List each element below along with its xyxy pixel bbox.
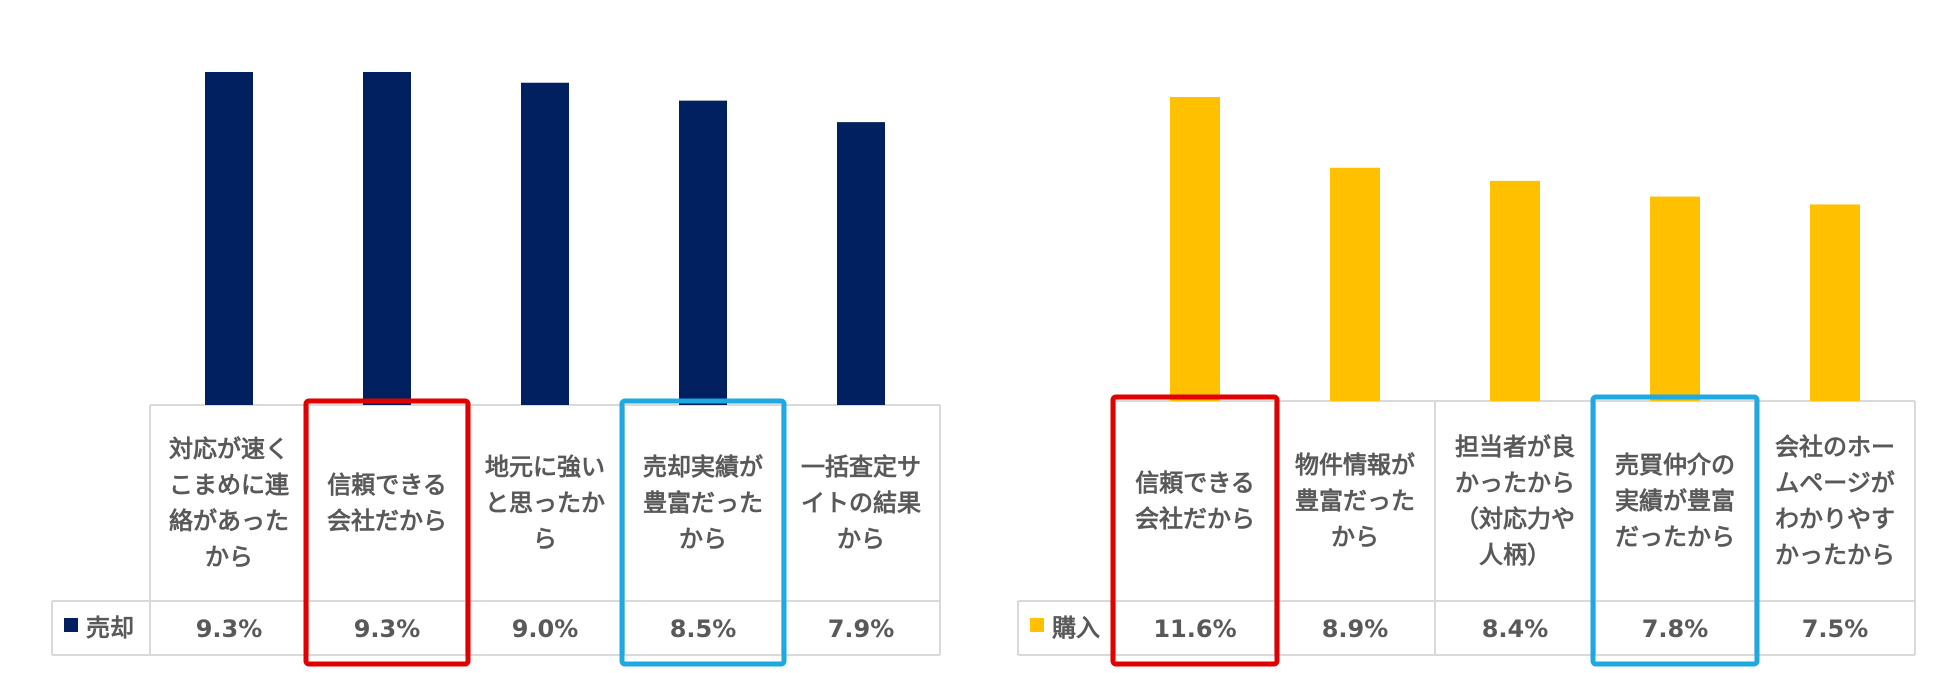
value-label: 9.3% (196, 615, 263, 643)
category-label: 信頼できる会社だから (1135, 469, 1255, 533)
value-label: 7.8% (1642, 615, 1709, 643)
value-label: 7.9% (828, 615, 895, 643)
category-label: 信頼できる会社だから (327, 471, 447, 535)
category-label: 担当者が良かったから（対応力や人柄） (1455, 433, 1575, 569)
bar (1490, 180, 1540, 401)
bar (363, 72, 411, 405)
value-label: 8.4% (1482, 615, 1549, 643)
value-label: 7.5% (1802, 615, 1869, 643)
legend-swatch (64, 618, 78, 632)
highlight-box (303, 398, 471, 667)
highlight-box (619, 398, 787, 667)
category-label: 一括査定サイトの結果から (801, 453, 921, 553)
value-label: 9.0% (512, 615, 579, 643)
highlight-box (1110, 394, 1280, 667)
legend-label: 売却 (86, 614, 134, 642)
bar (1650, 196, 1700, 401)
value-label: 11.6% (1153, 615, 1236, 643)
category-label: 売買仲介の実績が豊富だったから (1615, 451, 1735, 551)
buy-reasons-chart: 購入 信頼できる会社だから 11.6% 物件情報が豊富だったから 8.9% 担当者が良かっ… (1017, 97, 1916, 667)
category-label: 対応が速くこまめに連絡があったから (169, 435, 290, 571)
highlight-box (1590, 394, 1760, 667)
value-label: 9.3% (354, 615, 421, 643)
category-label: 地元に強いと思ったから (485, 453, 605, 553)
sell-reasons-chart: 売却 対応が速くこまめに連絡があったから 9.3% 信頼できる会社だから 9.3% 地元に… (51, 72, 941, 667)
bar (521, 82, 569, 405)
bar (679, 100, 727, 405)
category-label: 売却実績が豊富だったから (643, 453, 763, 553)
value-label: 8.9% (1322, 615, 1389, 643)
value-label: 8.5% (670, 615, 737, 643)
category-label: 物件情報が豊富だったから (1295, 451, 1415, 551)
legend-swatch (1030, 618, 1044, 632)
bar (1330, 167, 1380, 401)
legend-label: 購入 (1052, 614, 1100, 642)
bar (205, 72, 253, 405)
category-label: 会社のホームページがわかりやすかったから (1775, 433, 1895, 569)
bar (1170, 97, 1220, 401)
bar (837, 122, 885, 406)
bar (1810, 204, 1860, 401)
